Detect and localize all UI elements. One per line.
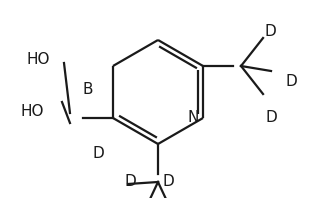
Text: D: D: [265, 110, 277, 126]
Text: B: B: [83, 83, 93, 97]
Text: D: D: [92, 146, 104, 161]
Text: D: D: [285, 74, 297, 89]
Text: HO: HO: [20, 105, 44, 120]
Text: D: D: [162, 174, 174, 189]
Text: D: D: [124, 174, 136, 189]
Text: D: D: [264, 25, 276, 39]
Text: N: N: [187, 110, 199, 126]
Text: HO: HO: [26, 52, 50, 68]
